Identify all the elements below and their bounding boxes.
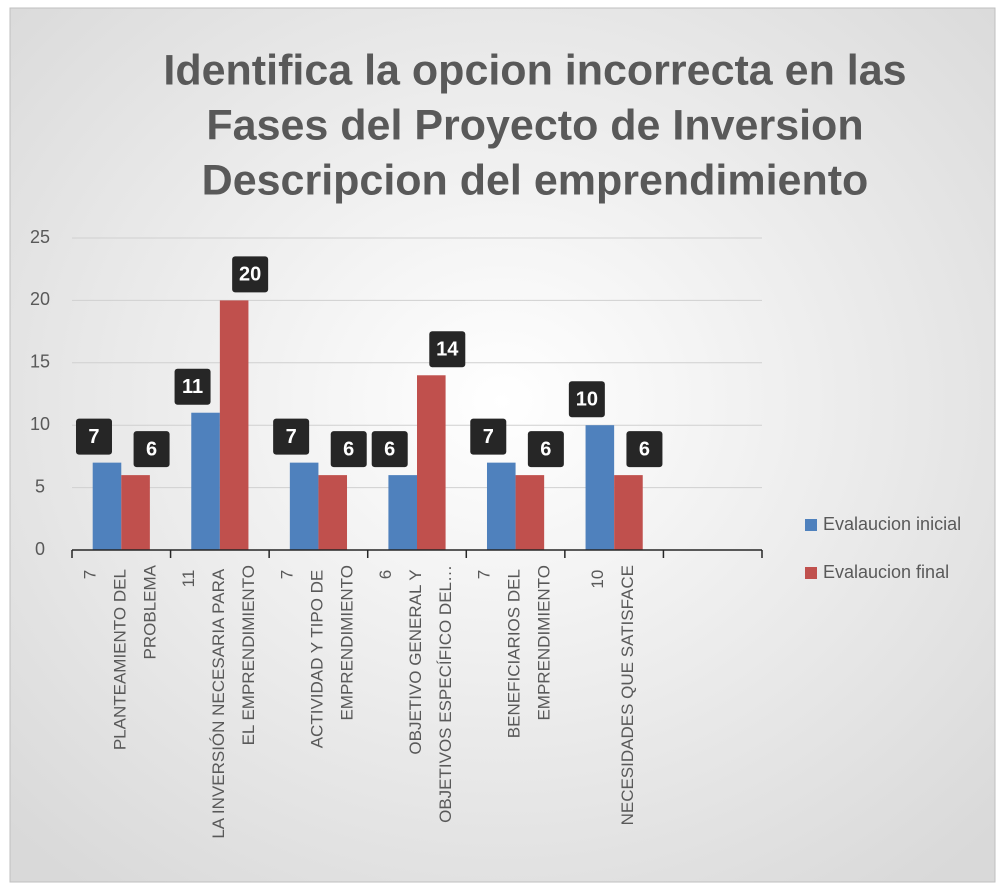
y-tick-label: 20	[30, 289, 50, 309]
data-label: 7	[88, 426, 99, 448]
y-tick-label: 5	[35, 476, 45, 496]
bar	[515, 475, 545, 550]
chart-title: Descripcion del emprendimiento	[202, 156, 869, 204]
data-label: 6	[343, 438, 354, 460]
x-tick-label: 7 ACTIVIDAD Y TIPO DE EMPRENDIMIENTO	[278, 565, 357, 748]
legend-label: Evalaucion inicial	[823, 514, 961, 534]
data-label: 10	[576, 388, 598, 410]
bar	[318, 475, 348, 550]
x-tick-label: 11 LA INVERSIÓN NECESARIA PARA EL EMPREN…	[179, 565, 258, 839]
data-label: 6	[146, 438, 157, 460]
y-tick-label: 25	[30, 227, 50, 247]
data-label-box	[371, 431, 408, 468]
data-label-box	[75, 418, 112, 455]
y-tick-label: 10	[30, 414, 50, 434]
bar	[585, 425, 615, 550]
x-tick-label: 6 OBJETIVO GENERAL Y OBJETIVOS ESPECÍFIC…	[376, 565, 455, 823]
data-label: 11	[182, 376, 203, 398]
data-label-box	[470, 418, 507, 455]
legend-swatch	[805, 519, 817, 531]
data-label: 14	[436, 339, 459, 361]
bar	[92, 462, 122, 550]
data-label-box	[273, 418, 310, 455]
bar	[388, 475, 417, 550]
bar	[121, 475, 150, 550]
legend-label: Evalaucion final	[823, 562, 949, 582]
x-tick-label: 7 PLANTEAMIENTO DEL PROBLEMA	[81, 564, 160, 750]
bar	[486, 462, 516, 550]
y-tick-label: 0	[35, 539, 45, 559]
data-label: 20	[239, 264, 261, 286]
data-label: 6	[384, 438, 395, 460]
data-label: 7	[483, 426, 494, 448]
bar	[614, 475, 643, 550]
data-label: 6	[540, 438, 551, 460]
y-tick-label: 15	[30, 352, 50, 372]
data-label-box	[133, 431, 170, 468]
data-label-box	[232, 256, 269, 293]
data-label-box	[568, 381, 605, 418]
x-tick-label: 7 BENEFICIARIOS DEL EMPRENDIMIENTO	[475, 565, 554, 738]
data-label-box	[429, 331, 466, 368]
bar	[417, 375, 446, 550]
data-label-box	[330, 431, 367, 468]
bar	[219, 300, 249, 550]
x-tick-label: 10 NECESIDADES QUE SATISFACE	[589, 565, 638, 825]
data-label-box	[527, 431, 564, 468]
data-label: 6	[639, 438, 650, 460]
chart-title: Fases del Proyecto de Inversion	[206, 101, 863, 149]
data-label-box	[174, 368, 211, 405]
legend-swatch	[805, 567, 817, 579]
bar	[191, 412, 220, 550]
data-label: 7	[286, 426, 297, 448]
bar	[289, 462, 319, 550]
chart-title: Identifica la opcion incorrecta en las	[163, 46, 906, 94]
data-label-box	[626, 431, 663, 468]
